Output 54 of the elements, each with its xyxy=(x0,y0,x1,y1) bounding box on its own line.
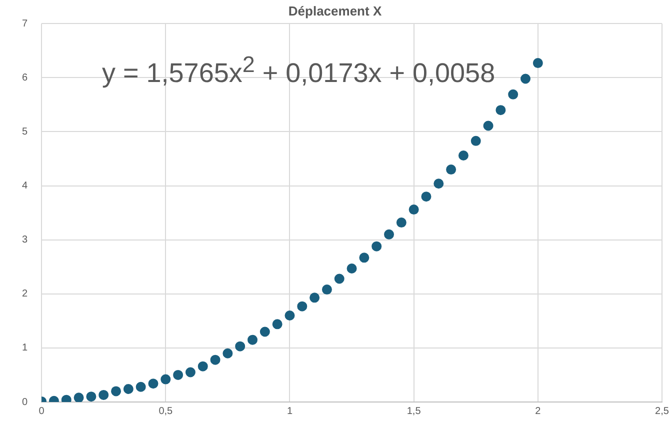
point xyxy=(136,382,146,392)
point xyxy=(260,326,270,337)
y-tick-label: 5 xyxy=(22,126,28,138)
point xyxy=(520,74,531,84)
point xyxy=(235,341,246,352)
point xyxy=(284,310,295,321)
y-tick-label: 0 xyxy=(22,396,28,408)
point xyxy=(421,192,432,202)
point xyxy=(483,120,494,131)
x-tick-label: 2,5 xyxy=(655,406,670,417)
chart-title: Déplacement X xyxy=(288,3,382,18)
point xyxy=(111,386,122,396)
annotation: y = 1,5765x$^{2}$ + 0,0173x + 0,0058 xyxy=(102,52,496,89)
point xyxy=(532,58,543,68)
x-tick-label: 2 xyxy=(535,406,542,417)
point xyxy=(310,292,320,303)
y-tick-label: 6 xyxy=(22,72,28,84)
point xyxy=(372,241,382,252)
point xyxy=(322,284,332,295)
point xyxy=(123,384,134,394)
point xyxy=(334,274,344,284)
point xyxy=(160,374,171,384)
point xyxy=(396,218,406,228)
point xyxy=(248,334,258,345)
point xyxy=(346,263,357,274)
point xyxy=(198,361,208,372)
point xyxy=(434,178,444,189)
point xyxy=(359,252,370,263)
point xyxy=(210,354,220,365)
point xyxy=(173,370,184,380)
point xyxy=(86,392,96,402)
x-tick-label: 1 xyxy=(286,406,293,417)
x-tick-label: 0 xyxy=(38,406,45,417)
y-tick-label: 4 xyxy=(22,180,28,192)
y-tick-label: 1 xyxy=(22,342,28,354)
y-tick-label: 2 xyxy=(22,288,28,300)
point xyxy=(74,392,84,402)
point xyxy=(148,378,158,389)
y-tick-label: 3 xyxy=(22,234,28,246)
point xyxy=(446,164,456,175)
point xyxy=(185,367,196,378)
y-tick-label: 7 xyxy=(22,18,28,30)
point xyxy=(508,89,518,100)
point xyxy=(496,105,506,116)
point xyxy=(470,136,481,146)
point xyxy=(222,348,233,358)
point xyxy=(408,204,419,215)
x-tick-label: 0,5 xyxy=(158,406,174,417)
point xyxy=(458,150,468,160)
point xyxy=(384,229,394,240)
point xyxy=(272,319,282,330)
x-tick-label: 1,5 xyxy=(406,406,422,417)
point xyxy=(98,390,109,400)
point xyxy=(297,301,308,312)
